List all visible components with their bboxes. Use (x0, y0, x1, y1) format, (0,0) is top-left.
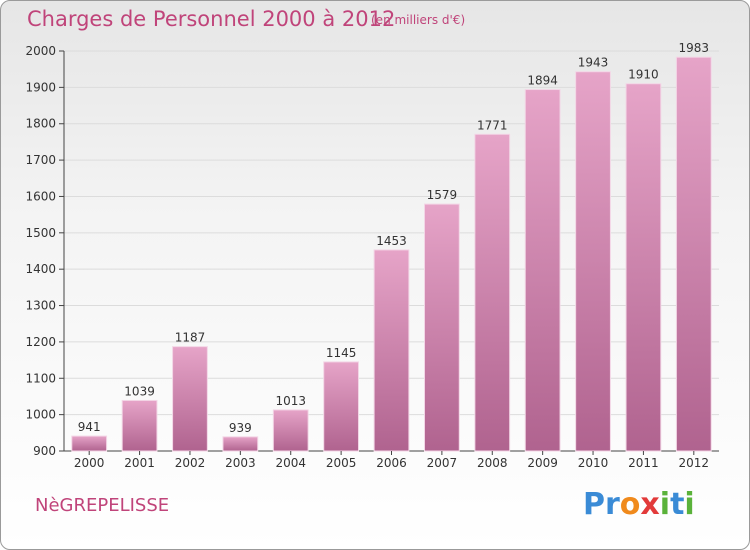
bar (71, 435, 108, 452)
y-tick-label: 1800 (25, 117, 56, 131)
bar-value-label: 1453 (376, 234, 407, 248)
chart-title: Charges de Personnel 2000 à 2012 (27, 7, 396, 31)
bar (323, 361, 359, 452)
bar-value-label: 939 (229, 421, 252, 435)
chart-subtitle: (en milliers d'€) (371, 13, 466, 27)
y-tick-label: 2000 (25, 44, 56, 58)
y-tick-label: 1400 (25, 262, 56, 276)
logo-letter: i (684, 487, 695, 522)
x-tick-label: 2003 (225, 456, 256, 470)
bar-value-label: 1894 (527, 74, 558, 88)
bar (373, 249, 410, 452)
x-tick-label: 2006 (376, 456, 407, 470)
commune-name: NèGREPELISSE (35, 495, 170, 516)
bar-value-label: 1145 (326, 346, 357, 360)
bar (474, 133, 511, 452)
bar (222, 436, 259, 452)
bar-value-label: 1910 (628, 68, 659, 82)
bar (172, 346, 208, 452)
x-tick-label: 2002 (175, 456, 206, 470)
bar-value-label: 1771 (477, 118, 508, 132)
logo-letter: r (605, 487, 620, 522)
bar (424, 203, 460, 452)
y-tick-label: 1300 (25, 299, 56, 313)
x-tick-label: 2011 (628, 456, 659, 470)
bar-value-label: 1187 (175, 331, 206, 345)
y-tick-label: 1600 (25, 189, 56, 203)
y-tick-label: 1100 (25, 371, 56, 385)
x-tick-label: 2010 (578, 456, 609, 470)
bar-value-label: 1983 (679, 41, 710, 55)
bar (625, 83, 662, 452)
y-tick-label: 1500 (25, 226, 56, 240)
x-tick-label: 2007 (427, 456, 458, 470)
bar-value-label: 941 (78, 420, 101, 434)
x-tick-label: 2000 (74, 456, 105, 470)
x-tick-label: 2004 (275, 456, 306, 470)
bar-value-label: 1013 (275, 394, 306, 408)
logo-letter: o (619, 487, 641, 522)
bar (121, 399, 158, 452)
x-tick-label: 2012 (679, 456, 710, 470)
y-tick-label: 1000 (25, 408, 56, 422)
x-tick-label: 2008 (477, 456, 508, 470)
x-tick-label: 2005 (326, 456, 357, 470)
logo-letter: x (640, 487, 660, 522)
proxiti-logo: Proxiti (583, 487, 695, 522)
bar-value-label: 1579 (427, 188, 458, 202)
logo-letter: P (583, 487, 605, 522)
y-tick-label: 1200 (25, 335, 56, 349)
bar-value-label: 1039 (124, 384, 155, 398)
logo-letter: t (670, 487, 685, 522)
bar (675, 56, 712, 452)
bar (575, 71, 611, 452)
bar (272, 409, 309, 452)
y-tick-label: 900 (33, 444, 56, 458)
y-tick-label: 1900 (25, 80, 56, 94)
bar-value-label: 1943 (578, 56, 609, 70)
logo-letter: i (659, 487, 671, 522)
bar (524, 89, 561, 452)
x-tick-label: 2001 (124, 456, 155, 470)
y-tick-label: 1700 (25, 153, 56, 167)
bar-chart: 900 1000 1100 1200 1300 1400 1500 1600 1700 1800 1… (25, 41, 719, 470)
x-tick-label: 2009 (527, 456, 558, 470)
